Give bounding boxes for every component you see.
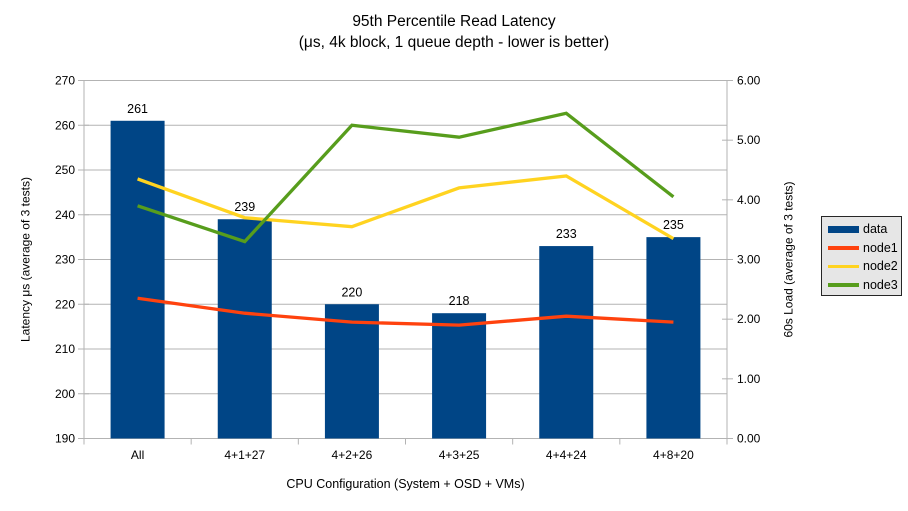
legend-item-node2: node2	[828, 257, 901, 276]
bar-4+4+24	[539, 246, 594, 439]
category-label: 4+2+26	[332, 448, 373, 462]
right-tick-label: 6.00	[737, 74, 761, 88]
left-tick-label: 250	[55, 163, 75, 177]
legend-swatch-line-icon	[828, 246, 859, 250]
right-tick-label: 4.00	[737, 193, 761, 207]
right-tick-label: 2.00	[737, 312, 761, 326]
legend-item-node1: node1	[828, 239, 901, 258]
bar-4+8+20	[646, 237, 701, 439]
legend-item-node3: node3	[828, 276, 901, 295]
line-node2	[137, 174, 675, 241]
category-label: 4+8+20	[653, 448, 694, 462]
legend-item-data: data	[828, 220, 901, 239]
bar-value-label: 218	[449, 294, 470, 308]
bar-value-label: 235	[663, 218, 684, 232]
chart-title: 95th Percentile Read Latency	[352, 13, 556, 30]
category-label: 4+1+27	[224, 448, 265, 462]
left-tick-label: 240	[55, 208, 75, 222]
legend-label: data	[863, 222, 888, 237]
right-tick-label: 5.00	[737, 133, 761, 147]
chart-title-block: 95th Percentile Read Latency (μs, 4k blo…	[0, 11, 908, 53]
left-tick-label: 200	[55, 387, 75, 401]
line-node1	[137, 296, 674, 327]
chart-legend: data node1 node2 node3	[821, 216, 902, 296]
legend-label: node1	[863, 240, 898, 255]
legend-swatch-line-icon	[828, 283, 859, 287]
left-tick-label: 210	[55, 342, 75, 356]
legend-label: node3	[863, 277, 898, 292]
category-label: 4+4+24	[546, 448, 587, 462]
bar-4+1+27	[217, 219, 272, 439]
legend-label: node2	[863, 259, 898, 274]
right-tick-label: 1.00	[737, 372, 761, 386]
right-tick-label: 0.00	[737, 432, 761, 446]
bar-value-label: 261	[127, 102, 148, 116]
bar-All	[110, 120, 165, 439]
bar-value-label: 220	[341, 285, 362, 299]
right-tick-label: 3.00	[737, 253, 761, 267]
right-axis-title: 60s Load (average of 3 tests)	[781, 181, 796, 338]
bar-value-label: 233	[556, 227, 577, 241]
left-tick-label: 270	[55, 74, 75, 88]
left-tick-label: 220	[55, 297, 75, 311]
category-label: All	[131, 448, 144, 462]
line-node3	[137, 111, 675, 244]
left-tick-label: 230	[55, 253, 75, 267]
bar-4+2+26	[324, 304, 379, 439]
legend-swatch-line-icon	[828, 264, 859, 269]
category-label: 4+3+25	[439, 448, 480, 462]
bar-value-label: 239	[234, 200, 255, 214]
left-axis-title: Latency μs (average of 3 tests)	[18, 177, 33, 342]
chart-subtitle: (μs, 4k block, 1 queue depth - lower is …	[298, 34, 610, 51]
x-axis-title: CPU Configuration (System + OSD + VMs)	[286, 477, 525, 491]
bar-4+3+25	[432, 313, 487, 439]
left-tick-label: 260	[55, 118, 75, 132]
left-tick-label: 190	[55, 432, 75, 446]
legend-swatch-bar-icon	[828, 225, 859, 233]
